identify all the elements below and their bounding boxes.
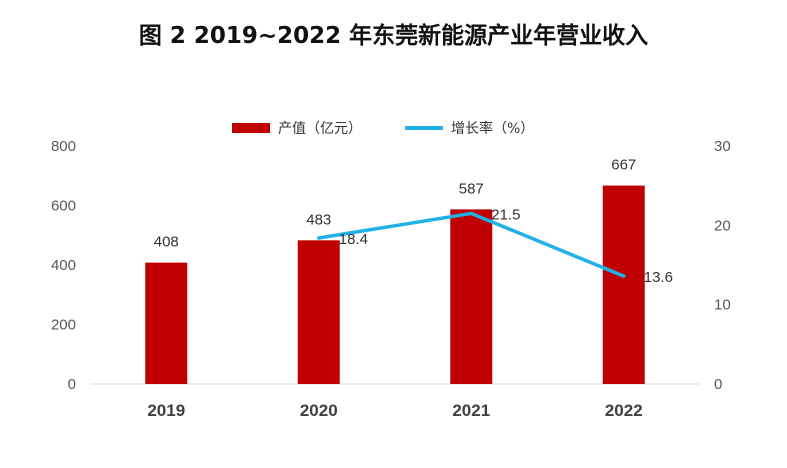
bar-value-label: 408 (154, 234, 179, 251)
legend-label-bar: 产值（亿元） (278, 121, 362, 137)
bar-value-label: 483 (306, 211, 331, 228)
bar-2019 (145, 262, 188, 384)
growth-point-2020 (317, 236, 321, 240)
y-left-tick-label: 600 (51, 198, 76, 215)
growth-point-2021 (469, 211, 473, 215)
bar-2020 (297, 240, 340, 384)
x-tick-label: 2020 (300, 401, 338, 420)
y-left-tick-label: 200 (51, 317, 76, 334)
growth-value-label: 18.4 (339, 231, 368, 248)
legend: 产值（亿元） 增长率（%） (232, 120, 534, 137)
bar-value-label: 667 (611, 157, 636, 174)
growth-value-label: 21.5 (491, 206, 520, 223)
bar-value-label: 587 (459, 180, 484, 197)
y-left-tick-label: 400 (51, 257, 76, 274)
x-tick-label: 2021 (452, 401, 490, 420)
y-left-tick-label: 0 (68, 376, 76, 393)
x-tick-label: 2022 (605, 401, 643, 420)
growth-value-label: 13.6 (644, 269, 673, 286)
y-left-tick-label: 800 (51, 138, 76, 155)
y-right-tick-label: 30 (714, 138, 731, 155)
y-right-tick-label: 10 (714, 297, 731, 314)
x-tick-label: 2019 (147, 401, 185, 420)
legend-swatch-bar (232, 123, 270, 133)
bar-2021 (450, 209, 493, 384)
bar-2022 (602, 185, 645, 384)
y-right-tick-label: 20 (714, 217, 731, 234)
axes: 0 200 400 600 800 0 10 20 30 2019 2020 2021 2022 (51, 138, 731, 420)
bars (145, 185, 645, 384)
growth-point-2022 (622, 274, 626, 278)
growth-line (317, 211, 626, 278)
legend-label-line: 增长率（%） (451, 120, 534, 137)
y-right-tick-label: 0 (714, 376, 722, 393)
chart-title: 图 2 2019~2022 年东莞新能源产业年营业收入 (138, 23, 649, 49)
data-labels: 408 483 587 667 18.4 21.5 13.6 (154, 157, 673, 287)
